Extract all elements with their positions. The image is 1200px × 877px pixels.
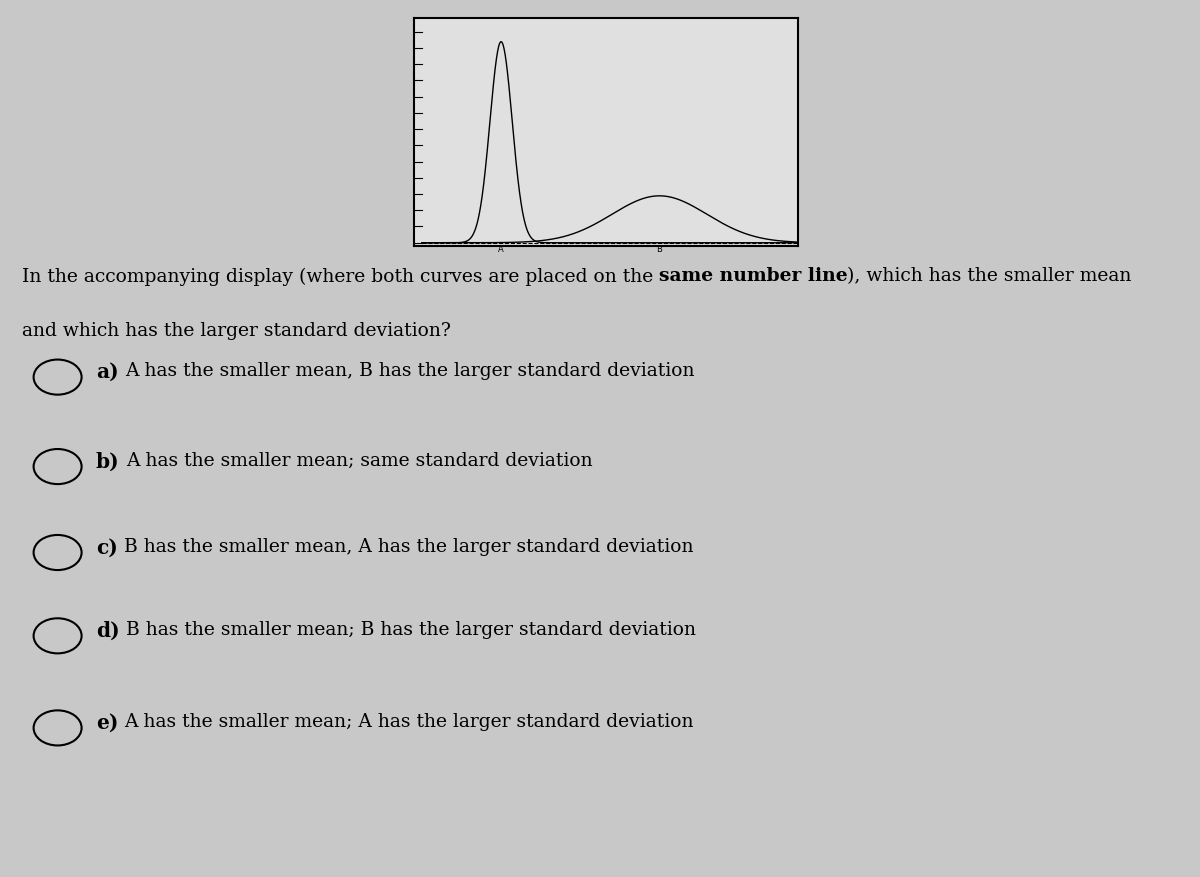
Text: e): e) (96, 713, 119, 733)
Text: A has the smaller mean, B has the larger standard deviation: A has the smaller mean, B has the larger… (125, 362, 694, 381)
Text: A: A (498, 246, 504, 254)
Text: B has the smaller mean; B has the larger standard deviation: B has the smaller mean; B has the larger… (126, 621, 696, 639)
Text: B: B (656, 246, 662, 254)
Text: ), which has the smaller mean: ), which has the smaller mean (847, 267, 1132, 286)
Text: and which has the larger standard deviation?: and which has the larger standard deviat… (22, 322, 450, 340)
Text: b): b) (96, 452, 120, 472)
Text: B has the smaller mean, A has the larger standard deviation: B has the smaller mean, A has the larger… (124, 538, 694, 556)
Text: A has the smaller mean; same standard deviation: A has the smaller mean; same standard de… (126, 452, 593, 470)
Text: a): a) (96, 362, 119, 382)
Text: c): c) (96, 538, 118, 558)
Text: same number line: same number line (659, 267, 847, 286)
Text: A has the smaller mean; A has the larger standard deviation: A has the smaller mean; A has the larger… (125, 713, 694, 731)
Text: d): d) (96, 621, 120, 641)
Text: In the accompanying display (where both curves are placed on the: In the accompanying display (where both … (22, 267, 659, 286)
